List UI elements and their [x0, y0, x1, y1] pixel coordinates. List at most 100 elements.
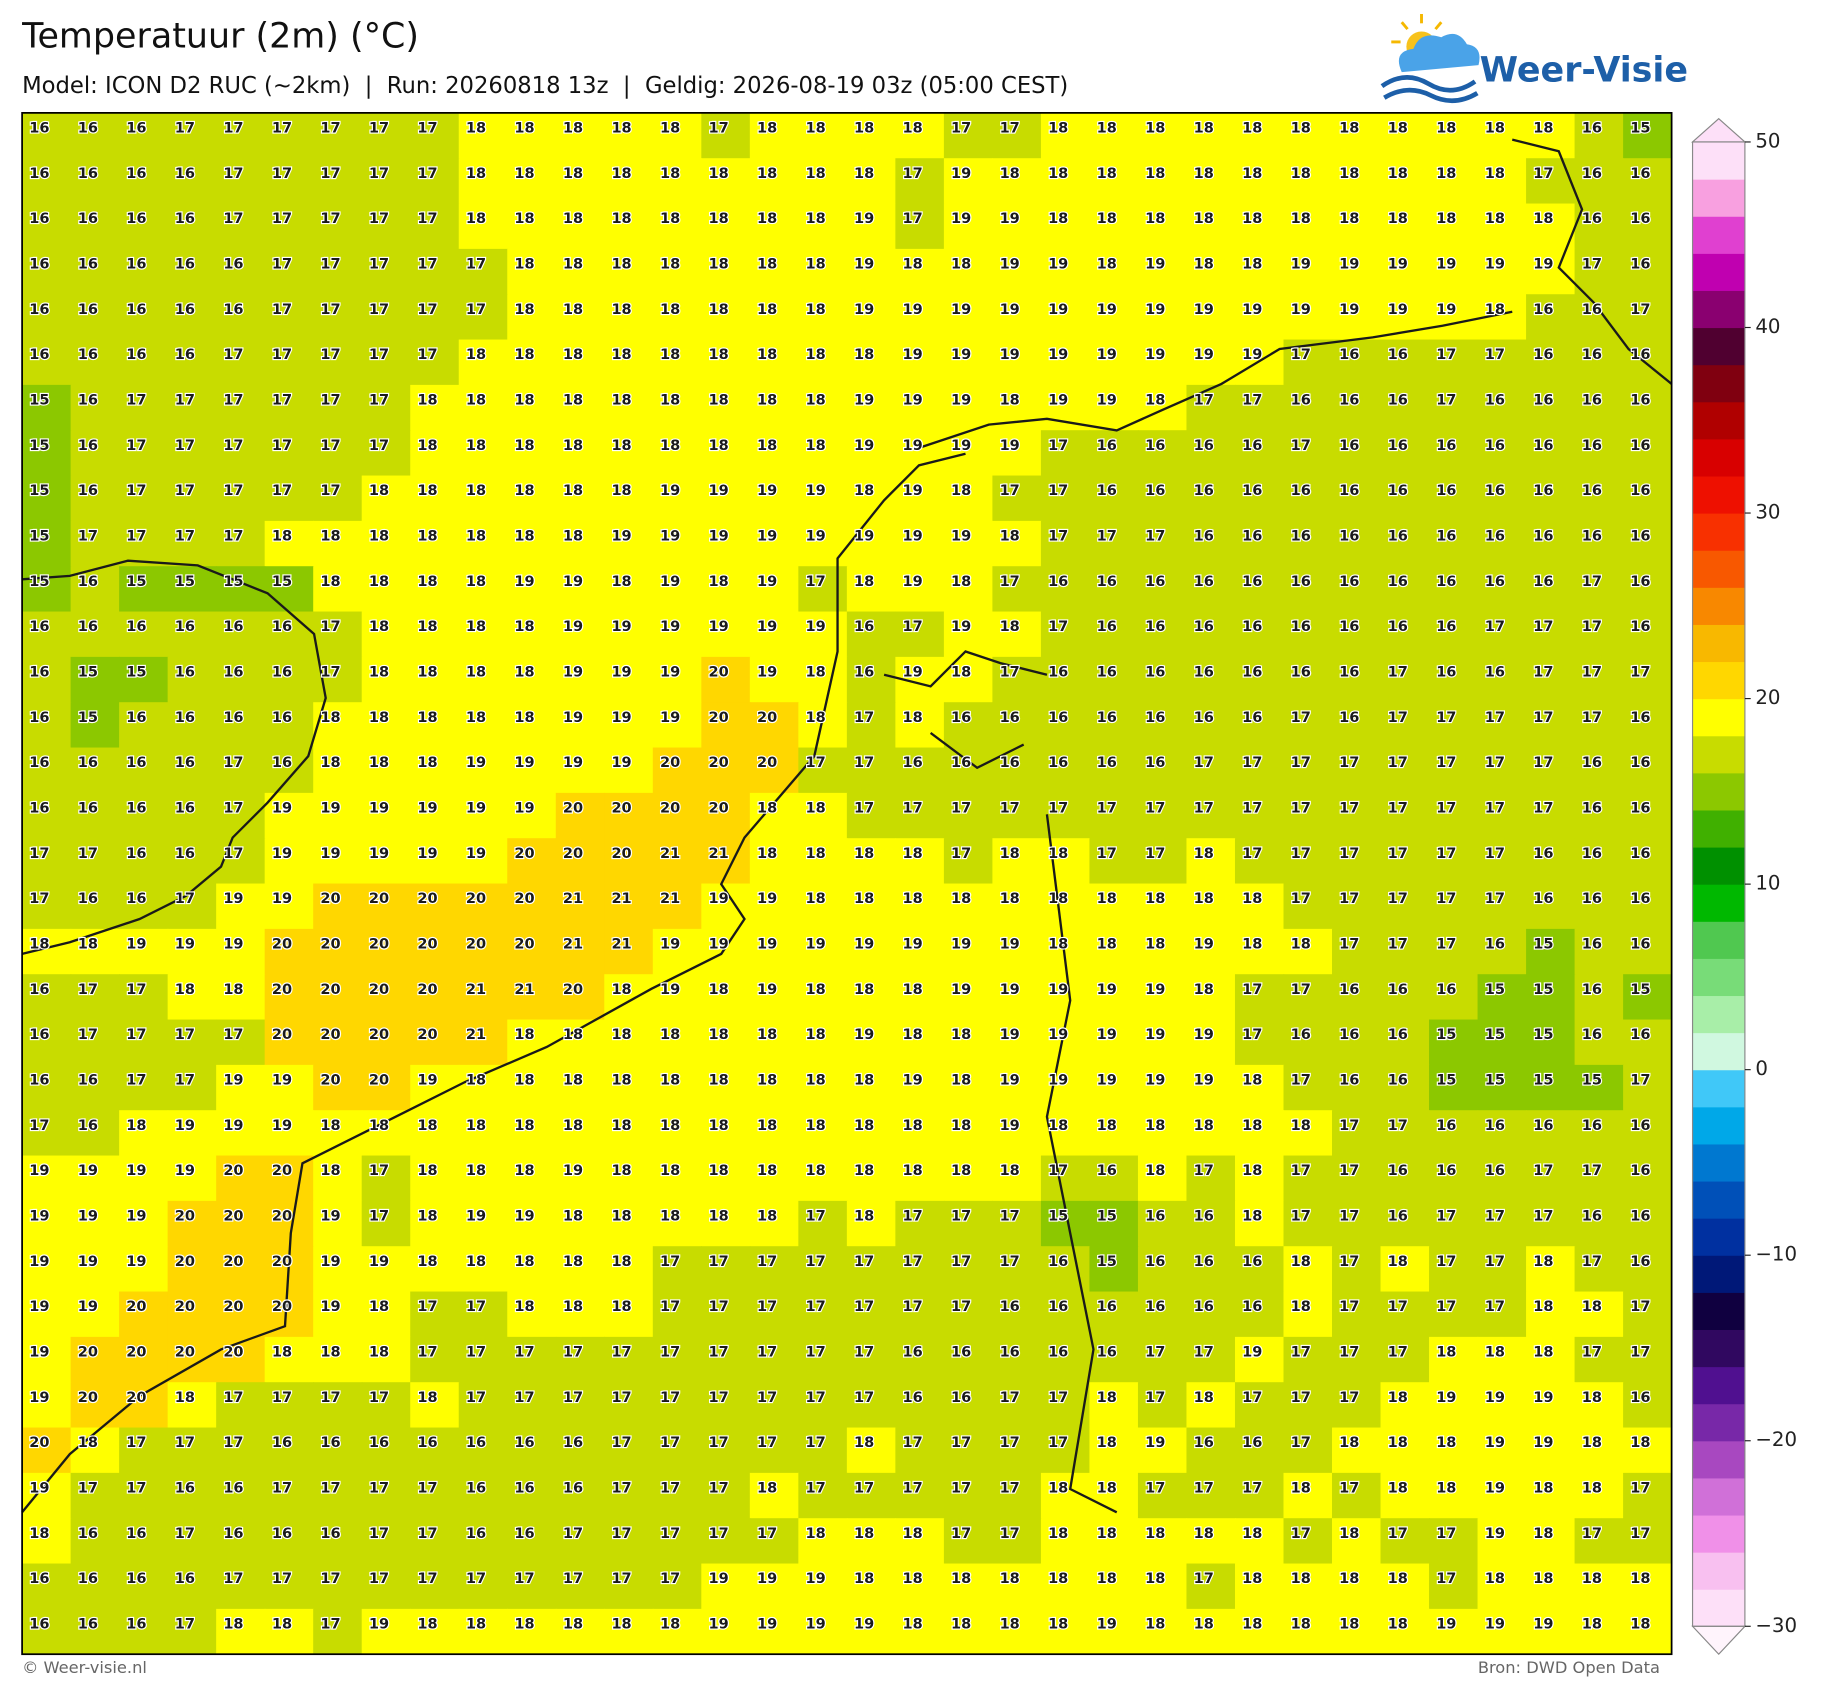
temperature-label: 20 — [320, 982, 340, 998]
temperature-label: 18 — [757, 1027, 777, 1043]
temperature-cell — [701, 158, 751, 205]
temperature-cell — [264, 566, 314, 613]
temperature-label: 19 — [951, 937, 971, 953]
temperature-cell — [507, 928, 557, 975]
temperature-cell — [652, 1155, 703, 1202]
temperature-cell — [1234, 339, 1285, 386]
temperature-cell — [1040, 430, 1091, 477]
temperature-cell — [555, 1246, 605, 1293]
temperature-label: 16 — [1242, 710, 1262, 726]
temperature-cell — [264, 792, 314, 839]
temperature-label: 17 — [514, 1390, 534, 1406]
temperature-cell — [701, 112, 751, 159]
temperature-label: 17 — [466, 1390, 486, 1406]
temperature-cell — [1574, 1064, 1624, 1111]
temperature-label: 18 — [466, 438, 486, 454]
temperature-label: 16 — [223, 1481, 243, 1497]
temperature-label: 18 — [806, 891, 826, 907]
temperature-cell — [1429, 294, 1479, 341]
temperature-label: 17 — [1630, 1481, 1650, 1497]
temperature-label: 19 — [1048, 982, 1068, 998]
temperature-label: 16 — [126, 166, 146, 182]
temperature-cell — [458, 566, 508, 613]
temperature-label: 20 — [320, 1027, 340, 1043]
temperature-cell — [1526, 1246, 1576, 1293]
temperature-cell — [846, 1336, 897, 1383]
temperature-label: 19 — [1000, 211, 1020, 227]
temperature-label: 17 — [611, 1435, 631, 1451]
logo[interactable]: Weer-Visie — [1380, 13, 1688, 103]
temperature-label: 19 — [466, 801, 486, 817]
temperature-label: 18 — [514, 211, 534, 227]
temperature-cell — [1332, 339, 1382, 386]
temperature-label: 20 — [223, 1345, 243, 1361]
temperature-label: 17 — [417, 347, 437, 363]
temperature-label: 16 — [78, 393, 98, 409]
temperature-label: 19 — [660, 665, 680, 681]
temperature-cell — [652, 747, 703, 794]
temperature-cell — [1332, 1246, 1382, 1293]
temperature-label: 15 — [175, 574, 195, 590]
temperature-cell — [410, 1200, 460, 1247]
temperature-label: 16 — [1436, 665, 1456, 681]
temperature-label: 19 — [951, 438, 971, 454]
temperature-cell — [1380, 248, 1430, 295]
logo-sun — [1391, 13, 1443, 44]
temperature-label: 18 — [272, 1345, 292, 1361]
temperature-cell — [507, 384, 557, 431]
temperature-cell — [1089, 928, 1139, 975]
temperature-cell — [22, 611, 72, 658]
temperature-cell — [22, 1518, 72, 1565]
temperature-label: 16 — [29, 1617, 49, 1633]
temperature-label: 17 — [223, 121, 243, 137]
temperature-cell — [555, 883, 605, 930]
temperature-label: 19 — [806, 619, 826, 635]
temperature-cell — [749, 747, 800, 794]
temperature-label: 16 — [1388, 483, 1408, 499]
temperature-cell — [1332, 792, 1382, 839]
temperature-label: 16 — [1242, 619, 1262, 635]
temperature-label: 18 — [369, 1299, 389, 1315]
temperature-cell — [943, 974, 994, 1021]
temperature-label: 18 — [611, 347, 631, 363]
temperature-label: 19 — [854, 393, 874, 409]
temperature-cell — [1526, 974, 1576, 1021]
logo-cloud — [1398, 33, 1480, 73]
temperature-cell — [1332, 475, 1382, 522]
temperature-label: 17 — [563, 1345, 583, 1361]
temperature-label: 16 — [1291, 483, 1311, 499]
temperature-label: 19 — [369, 1254, 389, 1270]
temperature-cell — [70, 112, 120, 159]
temperature-label: 17 — [1242, 1027, 1262, 1043]
temperature-cell — [70, 475, 120, 522]
temperature-label: 17 — [1533, 801, 1553, 817]
temperature-label: 19 — [903, 438, 923, 454]
temperature-cell — [652, 974, 703, 1021]
temperature-cell — [943, 248, 994, 295]
temperature-label: 19 — [854, 1617, 874, 1633]
temperature-cell — [313, 384, 363, 431]
temperature-label: 19 — [903, 665, 923, 681]
temperature-cell — [458, 203, 508, 250]
colorbar-box — [1692, 995, 1745, 1034]
temperature-cell — [361, 1200, 411, 1247]
temperature-label: 18 — [708, 982, 728, 998]
temperature-cell — [555, 203, 605, 250]
temperature-cell — [1137, 520, 1188, 567]
temperature-label: 17 — [854, 1390, 874, 1406]
colorbar-box — [1692, 253, 1745, 291]
temperature-label: 16 — [1388, 619, 1408, 635]
temperature-cell — [1283, 566, 1333, 613]
temperature-cell — [313, 1382, 363, 1429]
temperature-label: 17 — [1000, 665, 1020, 681]
temperature-cell — [1283, 384, 1333, 431]
temperature-cell — [1186, 112, 1236, 159]
temperature-cell — [652, 1608, 703, 1655]
temperature-cell — [1574, 1110, 1624, 1157]
temperature-label: 20 — [417, 1027, 437, 1043]
temperature-cell — [1526, 294, 1576, 341]
temperature-label: 16 — [29, 1027, 49, 1043]
temperature-label: 18 — [1097, 1118, 1117, 1134]
temperature-cell — [846, 112, 897, 159]
